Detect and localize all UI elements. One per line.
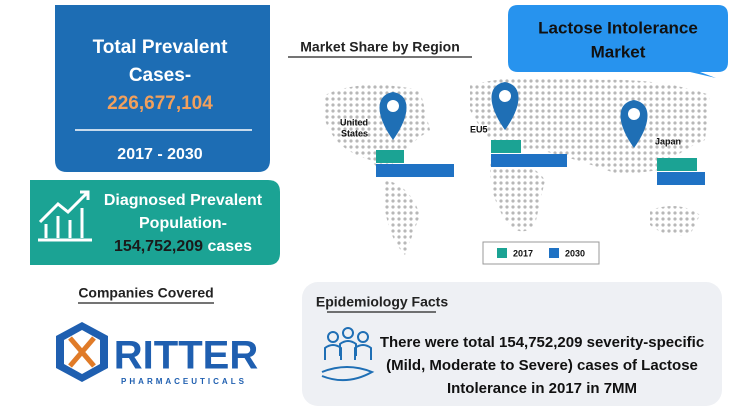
region-label: EU5: [470, 124, 488, 134]
bar: [491, 154, 567, 167]
legend-box: [482, 241, 600, 265]
diagnosed-title: Diagnosed Prevalent: [104, 192, 263, 209]
legend-swatch: [497, 248, 507, 258]
bar: [491, 140, 521, 153]
legend-label: 2030: [565, 248, 585, 258]
region-label: United: [340, 117, 368, 127]
diagnosed-box: [30, 180, 280, 265]
logo-name: RITTER: [114, 334, 259, 378]
market-title: Market Share by Region: [300, 39, 460, 55]
logo-sub: PHARMACEUTICALS: [121, 377, 247, 386]
legend-swatch: [549, 248, 559, 258]
region-label: States: [341, 128, 368, 138]
people-icon: [321, 327, 375, 382]
epidemiology-box: [302, 282, 722, 406]
diagnosed-suffix: cases: [207, 238, 252, 255]
bar: [657, 158, 697, 171]
region-label: Japan: [655, 136, 681, 146]
map-pins: [379, 82, 648, 148]
fact-line: Intolerance in 2017 in 7MM: [447, 380, 637, 397]
bar: [376, 150, 404, 163]
growth-icon: [38, 190, 92, 242]
bubble-text: Market: [591, 42, 646, 61]
prevalent-period: 2017 - 2030: [117, 146, 203, 163]
prevalent-value: 226,677,104: [107, 93, 213, 114]
fact-line: (Mild, Moderate to Severe) cases of Lact…: [386, 357, 698, 374]
fact-line: There were total 154,752,209 severity-sp…: [380, 334, 704, 351]
legend-label: 2017: [513, 248, 533, 258]
diagnosed-value-line: 154,752,209 cases: [114, 238, 252, 255]
bar: [376, 164, 454, 177]
companies-title: Companies Covered: [78, 285, 213, 301]
prevalent-title: Cases-: [129, 65, 191, 86]
epidemiology-title: Epidemiology Facts: [316, 294, 448, 310]
speech-bubble: [508, 5, 728, 78]
bubble-text: Lactose Intolerance: [538, 18, 698, 37]
diagnosed-title: Population-: [139, 215, 227, 232]
prevalent-title: Total Prevalent: [93, 37, 228, 58]
ritter-logo: RITTER PHARMACEUTICALS: [56, 322, 258, 386]
bar: [657, 172, 705, 185]
diagnosed-value: 154,752,209: [114, 238, 203, 255]
